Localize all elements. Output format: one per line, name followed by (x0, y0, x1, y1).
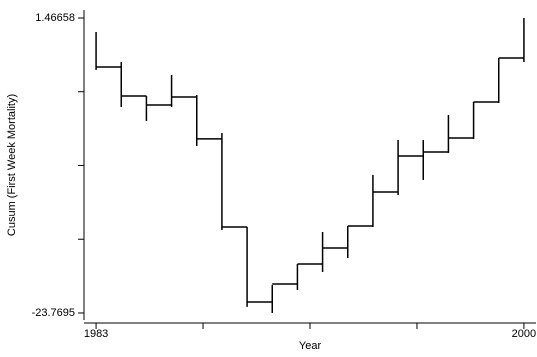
y-tick-label: -23.7695 (32, 307, 75, 319)
y-axis-label: Cusum (First Week Mortality) (6, 94, 18, 236)
y-tick-label: 1.46658 (35, 12, 75, 24)
x-axis-label: Year (299, 340, 322, 352)
x-tick-label: 1983 (84, 328, 108, 340)
x-tick-label: 2000 (512, 328, 536, 340)
